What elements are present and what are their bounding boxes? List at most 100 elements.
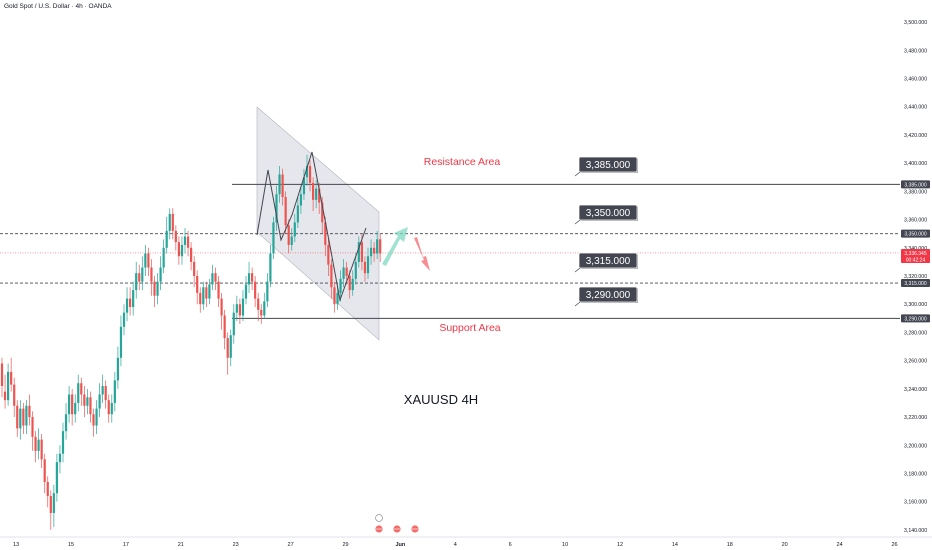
candle-body bbox=[238, 304, 241, 316]
axis-badge-3315-bg bbox=[901, 279, 930, 288]
candle-body bbox=[0, 363, 4, 387]
chart-title-label: XAUUSD 4H bbox=[404, 392, 478, 407]
candle-body bbox=[366, 256, 370, 274]
candle-body bbox=[345, 267, 348, 276]
candle-body bbox=[113, 380, 116, 403]
economic-events bbox=[375, 514, 419, 533]
axis-badge-resistance: 3,385.000 bbox=[904, 182, 926, 188]
y-tick-label: 3,280.000 bbox=[904, 330, 927, 336]
candle-body bbox=[16, 405, 19, 429]
candle-body bbox=[293, 222, 296, 237]
candle-body bbox=[330, 264, 333, 288]
candle-body bbox=[363, 261, 367, 274]
x-tick-label: 13 bbox=[13, 542, 19, 548]
y-tick-label: 3,140.000 bbox=[904, 528, 927, 534]
candle-body bbox=[260, 309, 263, 316]
candle-body bbox=[287, 225, 290, 245]
candle-body bbox=[351, 278, 354, 291]
x-tick-label: Jun bbox=[396, 542, 406, 548]
candle-body bbox=[132, 290, 135, 308]
x-tick-label: 21 bbox=[178, 542, 184, 548]
candle-body bbox=[254, 281, 257, 299]
resistance-area-label: Resistance Area bbox=[424, 156, 501, 168]
candle-body bbox=[159, 267, 162, 282]
price-axis[interactable]: 3,140.000 3,160.000 3,180.000 3,200.000 3,22… bbox=[900, 0, 932, 550]
projection-arrows bbox=[382, 227, 430, 271]
up-projection-arrow bbox=[382, 227, 408, 266]
axis-badge-support: 3,290.000 bbox=[904, 316, 926, 322]
x-tick-label: 4 bbox=[454, 542, 457, 548]
price-tag-pointer bbox=[574, 219, 581, 225]
candle-body bbox=[379, 239, 382, 254]
candle-body bbox=[22, 408, 25, 426]
price-tag-box bbox=[578, 252, 638, 269]
candle-body bbox=[138, 273, 141, 282]
candle-body bbox=[373, 247, 376, 254]
candle-body bbox=[196, 276, 199, 293]
y-tick-label: 3,320.000 bbox=[904, 274, 927, 280]
support-area-label: Support Area bbox=[439, 322, 500, 334]
candle-body bbox=[263, 301, 266, 316]
candle-body bbox=[40, 439, 43, 460]
candle-body bbox=[77, 383, 80, 403]
candle-body bbox=[327, 244, 330, 265]
y-tick-label: 3,220.000 bbox=[904, 415, 927, 421]
candle-body bbox=[269, 253, 272, 282]
candle-body bbox=[333, 287, 336, 305]
candle-body bbox=[28, 405, 31, 418]
candle-body bbox=[71, 394, 74, 415]
candle-body bbox=[247, 273, 251, 285]
price-tag-text: 3,290.000 bbox=[586, 290, 631, 301]
callout-level-3350: 3,350.000 bbox=[574, 204, 638, 225]
x-tick-label: 15 bbox=[68, 542, 74, 548]
candle-body bbox=[3, 391, 7, 401]
candle-body bbox=[244, 284, 248, 299]
candle-body bbox=[220, 298, 223, 316]
candle-body bbox=[55, 462, 58, 494]
time-axis[interactable]: 13151721232729Jun4610121418202426Jul3591… bbox=[0, 536, 932, 548]
candle-body bbox=[80, 383, 83, 395]
candle-body bbox=[342, 267, 345, 279]
candle-body bbox=[272, 222, 275, 254]
callout-support: 3,290.000 bbox=[574, 286, 638, 307]
candle-body bbox=[223, 315, 226, 339]
y-tick-label: 3,460.000 bbox=[904, 77, 927, 83]
x-tick-label: 6 bbox=[509, 542, 512, 548]
x-tick-label: 20 bbox=[782, 542, 788, 548]
candle-body bbox=[369, 247, 373, 257]
y-tick-label: 3,200.000 bbox=[904, 443, 927, 449]
candle-body bbox=[183, 236, 187, 245]
candle-body bbox=[165, 230, 168, 248]
candle-body bbox=[104, 386, 107, 401]
candle-body bbox=[122, 312, 126, 327]
event-flag-icon bbox=[375, 514, 383, 522]
candle-body bbox=[125, 298, 129, 313]
candle-body bbox=[315, 188, 318, 200]
candle-body bbox=[318, 188, 321, 203]
candle-body bbox=[162, 247, 165, 268]
candle-body bbox=[49, 496, 52, 513]
price-tag-box bbox=[578, 286, 638, 303]
candle-body bbox=[180, 244, 184, 257]
price-tag-pointer bbox=[574, 267, 581, 273]
candle-body bbox=[202, 287, 205, 305]
candle-body bbox=[199, 292, 202, 305]
candle-body bbox=[7, 371, 10, 401]
candle-body bbox=[95, 408, 98, 426]
candle-body bbox=[135, 273, 138, 291]
x-tick-label: 24 bbox=[837, 542, 843, 548]
candle-body bbox=[68, 394, 71, 415]
y-tick-label: 3,400.000 bbox=[904, 161, 927, 167]
candle-body bbox=[241, 298, 245, 316]
candle-body bbox=[186, 236, 190, 248]
candle-body bbox=[119, 326, 123, 358]
candle-body bbox=[232, 312, 235, 336]
last-price-timer: 00:42:24 bbox=[906, 257, 926, 263]
candle-body bbox=[31, 417, 34, 437]
axis-badge-3350-bg bbox=[901, 229, 930, 238]
candle-body bbox=[251, 273, 254, 282]
y-tick-label: 3,480.000 bbox=[904, 48, 927, 54]
candle-body bbox=[229, 335, 232, 358]
x-tick-label: 29 bbox=[342, 542, 348, 548]
